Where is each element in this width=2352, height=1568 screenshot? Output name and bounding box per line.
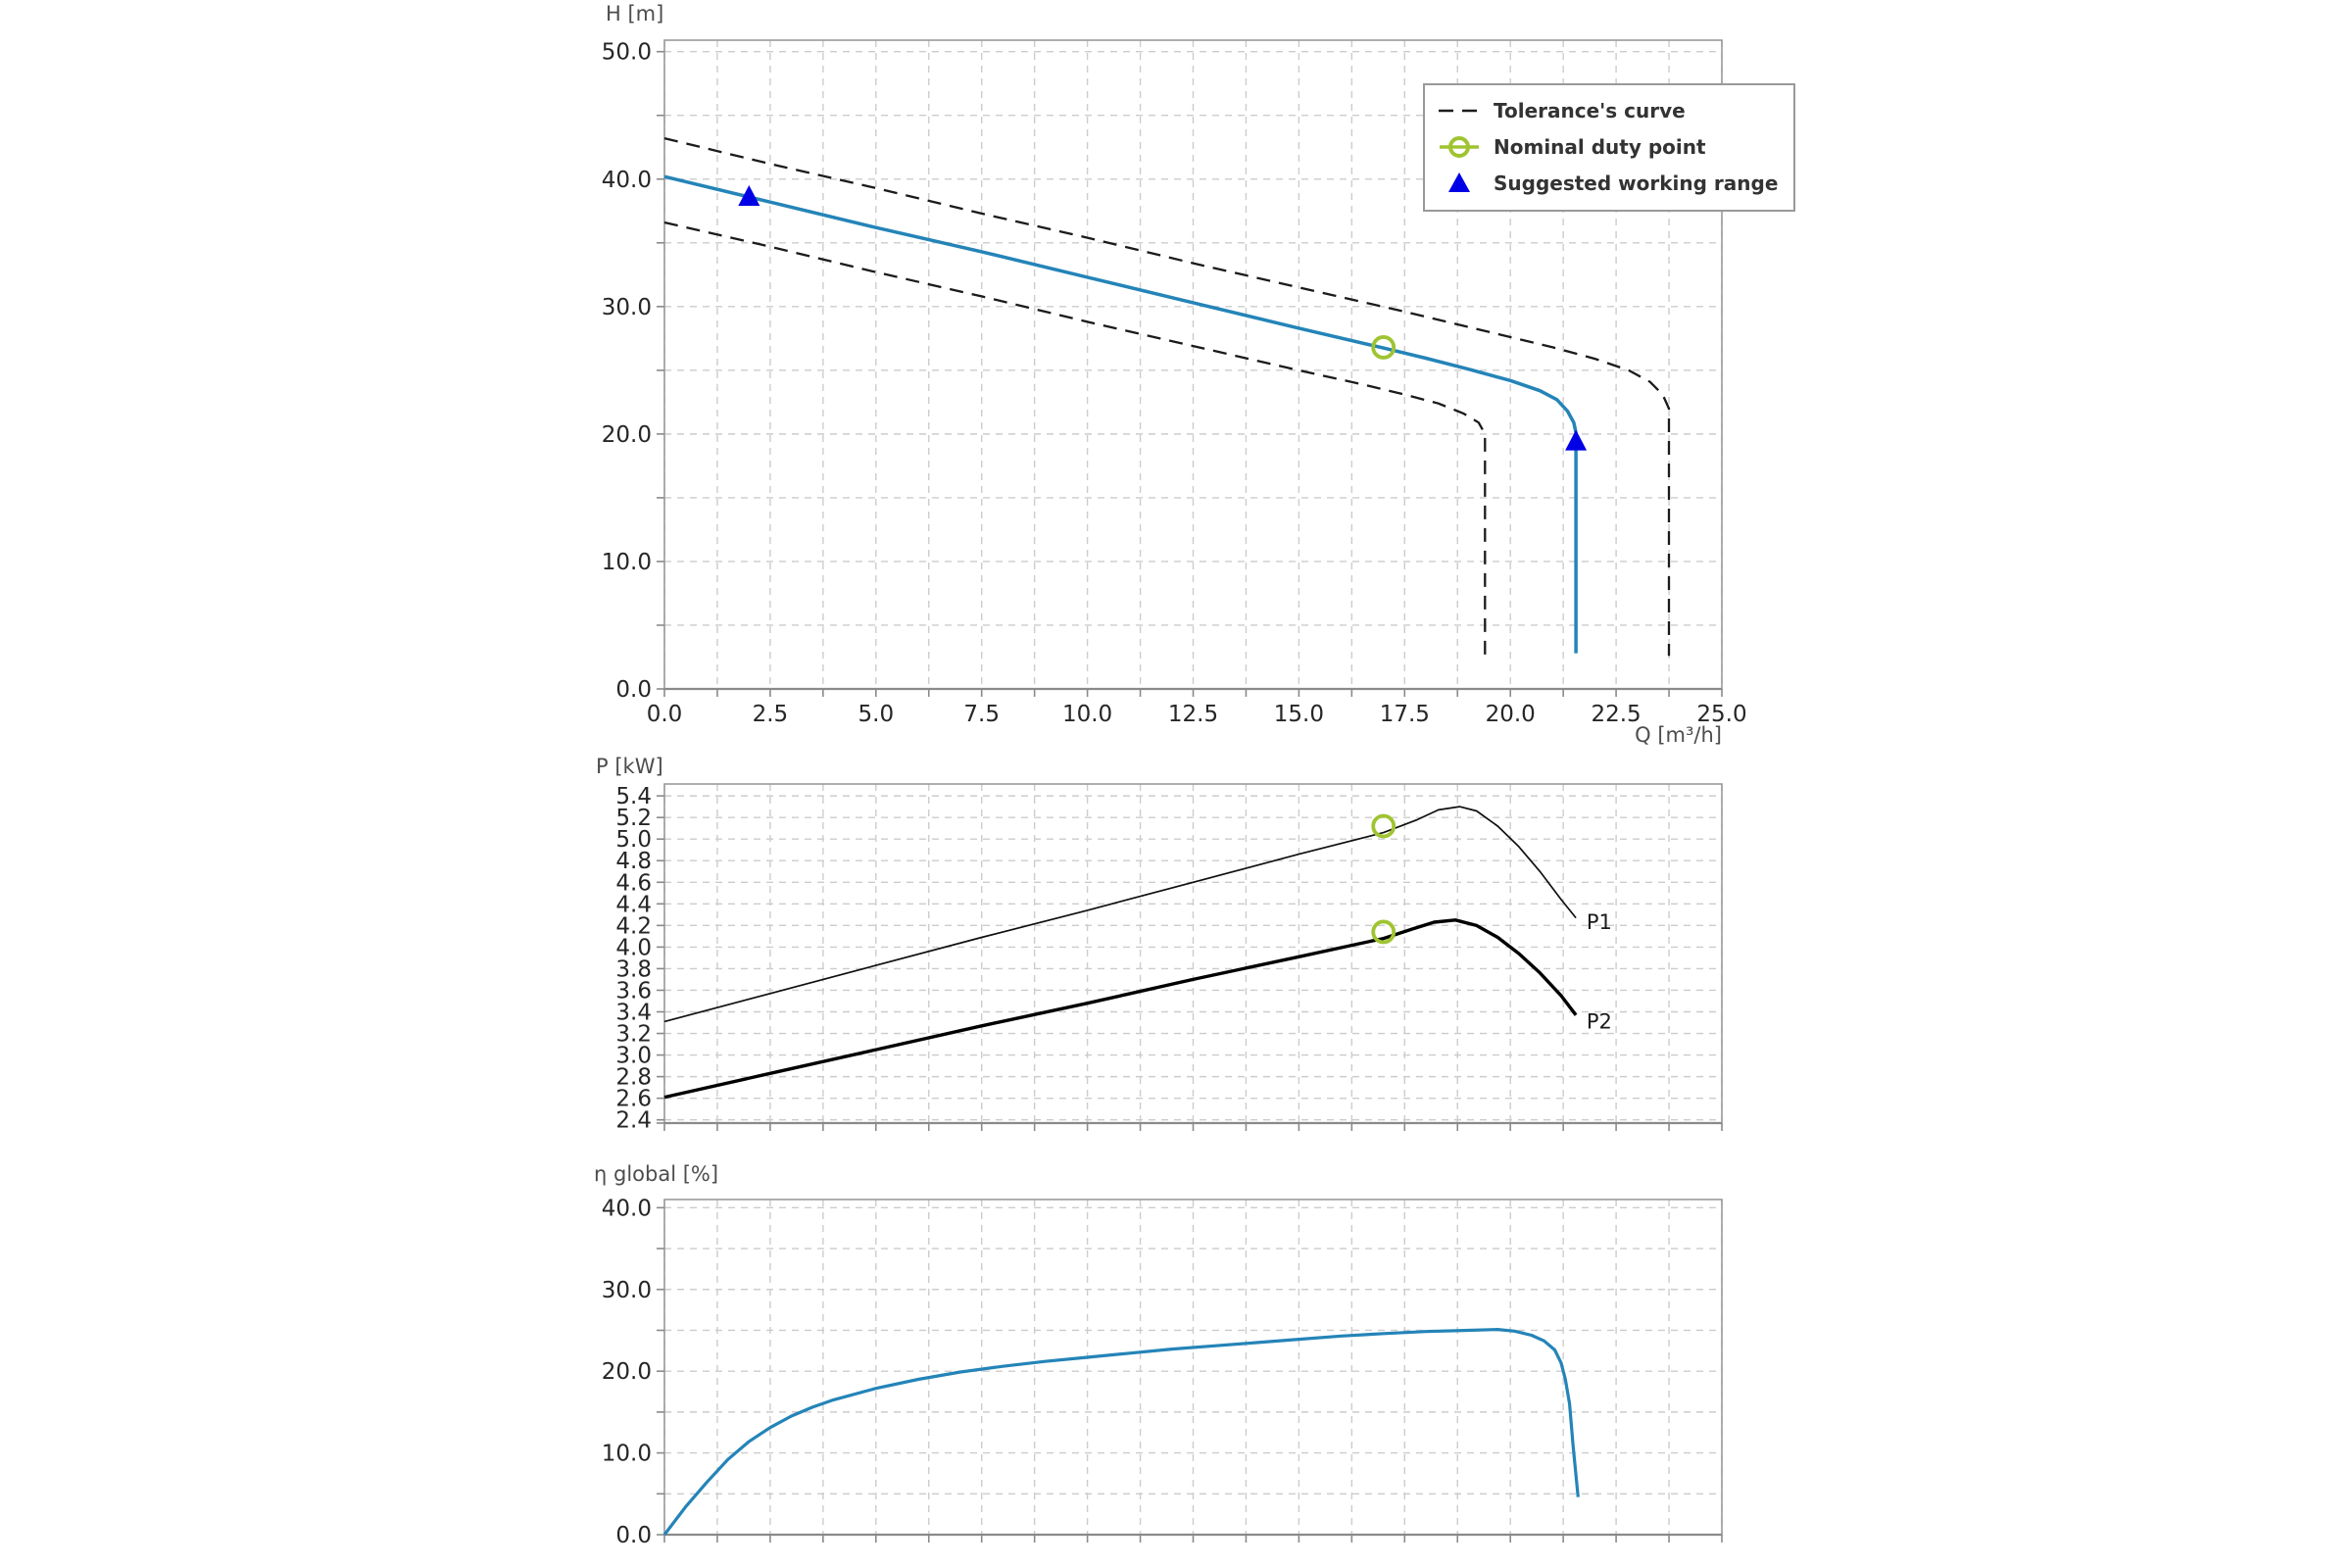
efficiency-curve-curve — [662, 1328, 1580, 1536]
y-tick-label: 5.0 — [615, 827, 652, 853]
y-tick-label: 0.0 — [615, 1523, 652, 1548]
gridlines — [663, 784, 1723, 1123]
P1-curve — [663, 806, 1577, 1023]
chart-panel-1: P1 P2 5.45.25.04.84.64.44.24.03.83.63.43.2… — [615, 783, 1723, 1134]
x-tick-label: 12.5 — [1168, 702, 1218, 727]
tolerance-lower-curve — [663, 220, 1487, 657]
y-tick-label: 20.0 — [602, 422, 652, 448]
nominal-duty-point-marker — [1371, 335, 1396, 360]
y-tick-label: 5.4 — [615, 784, 652, 809]
P2-curve — [663, 918, 1578, 1100]
legend-label-tolerance-curve: Tolerance's curve — [1494, 98, 1686, 122]
head-curve-curve — [663, 174, 1578, 654]
x-tick-label: 5.0 — [858, 702, 895, 727]
x-tick-label: 20.0 — [1486, 702, 1536, 727]
legend-item-suggested-working-range: Suggested working range — [1437, 166, 1778, 200]
x-tick-label: 0.0 — [647, 702, 683, 727]
y-tick-label: 4.0 — [615, 935, 652, 960]
working-range-high-marker — [1565, 429, 1588, 451]
y-tick-label: 40.0 — [602, 1196, 652, 1221]
x-tick-label: 25.0 — [1696, 702, 1746, 727]
y-tick-label: 20.0 — [602, 1359, 652, 1385]
tolerance-upper-curve — [663, 136, 1671, 657]
x-tick-label: 15.0 — [1274, 702, 1324, 727]
x-tick-label: 2.5 — [753, 702, 789, 727]
working-range-low-marker — [738, 184, 760, 206]
x-tick-label: 17.5 — [1380, 702, 1430, 727]
y-tick-label: 4.6 — [615, 870, 652, 896]
legend-label-nominal-duty-point: Nominal duty point — [1494, 134, 1706, 159]
legend-item-nominal-duty-point: Nominal duty point — [1437, 129, 1778, 164]
p2-label: P2 — [1587, 1009, 1612, 1033]
y-tick-label: 2.6 — [615, 1087, 652, 1112]
y-tick-label: 4.8 — [615, 849, 652, 874]
y-tick-label: 2.4 — [615, 1108, 652, 1134]
x-tick-label: 10.0 — [1062, 702, 1112, 727]
y-tick-label: 3.6 — [615, 978, 652, 1004]
h-axis-title: H [m] — [606, 2, 664, 25]
y-tick-label: 3.8 — [615, 956, 652, 982]
legend-label-suggested-working-range: Suggested working range — [1494, 171, 1779, 195]
chart-panel-2: 0.0 10.0 20.0 30.0 40.0 — [602, 1196, 1723, 1548]
tick-marks — [657, 795, 1723, 1131]
nominal-duty-point-p1-marker — [1371, 813, 1396, 839]
y-tick-label: 40.0 — [602, 168, 652, 193]
tick-marks — [657, 50, 1723, 697]
y-tick-label: 50.0 — [602, 40, 652, 66]
y-tick-label: 30.0 — [602, 295, 652, 320]
y-tick-label: 0.0 — [615, 677, 652, 703]
y-tick-label: 4.4 — [615, 892, 652, 917]
p1-label: P1 — [1587, 910, 1612, 934]
eta-axis-title: η global [%] — [594, 1162, 719, 1186]
x-tick-label: 7.5 — [963, 702, 1000, 727]
x-tick-label: 22.5 — [1591, 702, 1641, 727]
y-tick-label: 4.2 — [615, 913, 652, 939]
dashed-line-icon — [1439, 109, 1480, 112]
y-tick-label: 3.4 — [615, 1001, 652, 1026]
y-tick-label: 2.8 — [615, 1065, 652, 1091]
working-range-triangle-icon — [1448, 172, 1470, 192]
legend-item-tolerance-curve: Tolerance's curve — [1437, 93, 1778, 127]
tick-marks — [657, 1206, 1723, 1543]
p-axis-title: P [kW] — [596, 755, 663, 778]
y-tick-label: 30.0 — [602, 1278, 652, 1303]
q-axis-label: Q [m³/h] — [1635, 723, 1722, 747]
nominal-duty-point-p2-marker — [1371, 919, 1396, 945]
legend: Tolerance's curve Nominal duty point Sug… — [1423, 83, 1796, 212]
y-tick-label: 10.0 — [602, 1442, 652, 1467]
y-tick-label: 5.2 — [615, 806, 652, 831]
y-tick-label: 3.2 — [615, 1022, 652, 1048]
nominal-duty-point-icon — [1440, 135, 1479, 158]
y-tick-label: 3.0 — [615, 1044, 652, 1069]
y-tick-label: 10.0 — [602, 550, 652, 575]
